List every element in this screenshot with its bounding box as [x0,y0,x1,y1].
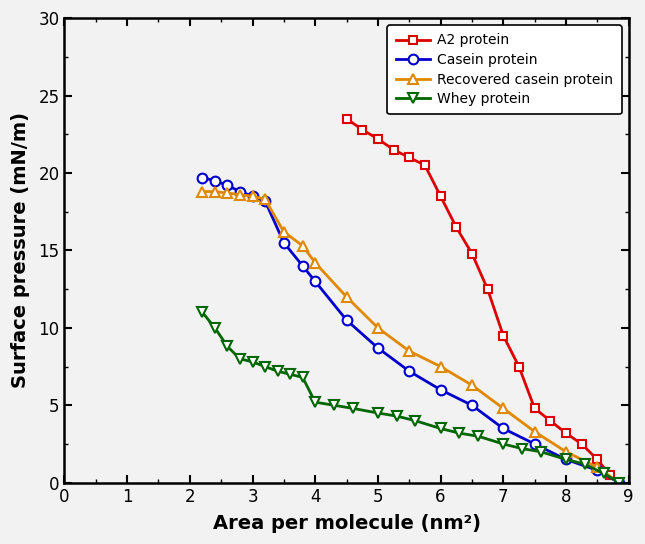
Casein protein [562,456,570,463]
Whey protein [455,430,463,436]
Casein protein [224,182,232,189]
Whey protein [330,402,338,409]
A2 protein [359,126,366,133]
Casein protein [615,479,623,486]
Casein protein [374,345,382,351]
A2 protein [615,479,623,486]
Recovered casein protein [299,243,306,249]
Whey protein [349,405,357,412]
A2 protein [593,456,601,463]
Casein protein [468,402,476,409]
Recovered casein protein [248,193,256,200]
A2 protein [421,162,429,169]
Whey protein [211,325,219,331]
Whey protein [615,479,623,486]
Recovered casein protein [211,188,219,195]
Line: Casein protein: Casein protein [197,173,624,487]
A2 protein [484,286,491,292]
A2 protein [374,135,382,142]
Whey protein [474,433,482,440]
X-axis label: Area per molecule (nm²): Area per molecule (nm²) [213,514,481,533]
Recovered casein protein [342,294,350,300]
Recovered casein protein [615,479,623,486]
A2 protein [515,363,523,370]
Casein protein [593,467,601,474]
Casein protein [248,193,256,200]
Whey protein [374,410,382,416]
Whey protein [562,456,570,463]
Whey protein [600,470,608,477]
Whey protein [499,441,507,447]
Recovered casein protein [312,259,319,266]
Recovered casein protein [261,196,269,202]
Whey protein [412,417,419,424]
Line: A2 protein: A2 protein [342,115,624,487]
Whey protein [518,446,526,452]
Y-axis label: Surface pressure (mN/m): Surface pressure (mN/m) [11,113,30,388]
Recovered casein protein [374,325,382,331]
Casein protein [199,175,206,181]
Casein protein [342,317,350,323]
Whey protein [199,309,206,316]
Line: Whey protein: Whey protein [197,307,624,487]
A2 protein [546,417,554,424]
Casein protein [312,278,319,285]
Recovered casein protein [199,188,206,195]
Whey protein [273,368,281,374]
Whey protein [437,425,444,432]
Casein protein [280,239,288,246]
Recovered casein protein [468,382,476,388]
Casein protein [531,441,539,447]
Whey protein [581,461,589,467]
Line: Recovered casein protein: Recovered casein protein [197,187,624,487]
Whey protein [393,413,401,419]
Recovered casein protein [562,448,570,455]
Casein protein [236,188,244,195]
A2 protein [531,405,539,412]
Whey protein [224,343,232,350]
A2 protein [452,224,460,231]
A2 protein [578,441,586,447]
Recovered casein protein [593,464,601,471]
A2 protein [606,472,613,478]
A2 protein [405,154,413,160]
A2 protein [468,250,476,257]
Casein protein [211,177,219,184]
Whey protein [248,358,256,365]
Recovered casein protein [531,428,539,435]
Whey protein [299,374,306,381]
A2 protein [562,430,570,436]
A2 protein [437,193,444,200]
Casein protein [299,263,306,269]
Whey protein [312,399,319,405]
A2 protein [390,146,397,153]
A2 protein [499,332,507,339]
Recovered casein protein [236,191,244,198]
A2 protein [342,115,350,122]
Recovered casein protein [405,348,413,354]
Whey protein [236,356,244,362]
Recovered casein protein [499,405,507,412]
Whey protein [286,371,294,378]
Recovered casein protein [280,228,288,235]
Casein protein [405,368,413,374]
Casein protein [261,197,269,204]
Casein protein [499,425,507,432]
Whey protein [261,363,269,370]
Recovered casein protein [224,190,232,196]
Casein protein [437,387,444,393]
Whey protein [537,448,545,455]
Recovered casein protein [437,363,444,370]
Legend: A2 protein, Casein protein, Recovered casein protein, Whey protein: A2 protein, Casein protein, Recovered ca… [388,25,622,114]
